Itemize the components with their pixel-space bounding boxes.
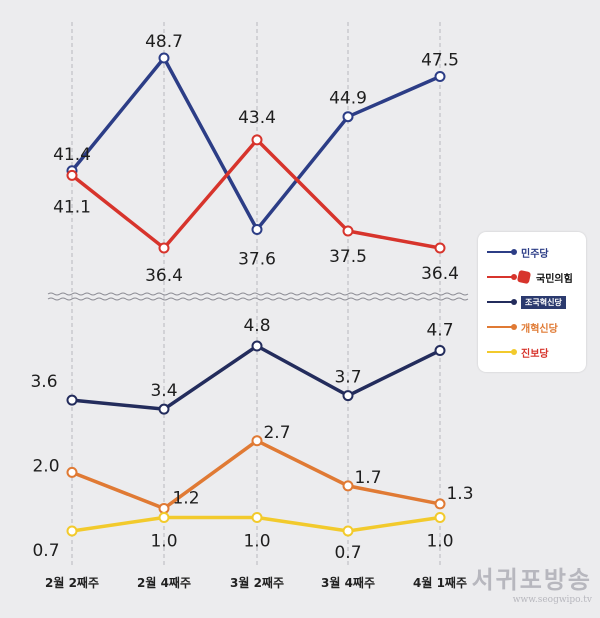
data-label-조국혁신당-0: 3.6 [30,372,57,392]
data-label-국민의힘-2: 43.4 [238,108,276,128]
legend: 민주당 국민의힘 조국혁신당 개혁신당 [478,232,586,372]
series-line-개혁신당 [71,439,441,511]
legend-marker-rebuilding [487,299,517,305]
x-tick-label-2: 3월 2째주 [230,575,284,590]
data-label-국민의힘-1: 36.4 [145,266,183,286]
data-point-국민의힘-4 [434,242,446,254]
x-tick-label-3: 3월 4째주 [321,575,375,590]
legend-label-ppp: 국민의힘 [536,273,573,285]
data-label-개혁신당-1: 1.2 [172,488,199,508]
legend-label-rebuilding: 조국혁신당 [521,295,566,309]
data-point-국민의힘-2 [251,134,263,146]
data-point-국민의힘-0 [66,169,78,181]
data-point-개혁신당-4 [434,498,446,510]
data-label-개혁신당-0: 2.0 [32,456,59,476]
legend-item-reform: 개혁신당 [486,317,558,337]
data-point-조국혁신당-4 [434,345,446,357]
data-point-개혁신당-0 [66,466,78,478]
data-point-개혁신당-1 [158,502,170,514]
data-label-민주당-0: 41.4 [53,145,91,165]
x-tick-label-4: 4월 1째주 [413,575,467,590]
legend-marker-ppp [487,274,517,280]
data-point-조국혁신당-2 [251,340,263,352]
axis-break-line-0 [47,292,469,296]
data-point-진보당-4 [434,511,446,523]
data-point-조국혁신당-3 [342,390,354,402]
legend-item-rebuilding: 조국혁신당 [486,292,566,312]
x-tick-label-1: 2월 4째주 [137,575,191,590]
data-point-민주당-1 [158,52,170,64]
data-point-진보당-0 [66,525,78,537]
legend-marker-progressive [487,349,517,355]
data-label-진보당-4: 1.0 [426,531,453,551]
watermark: 서귀포방송 www.seogwipo.tv [472,560,592,605]
data-point-진보당-2 [251,511,263,523]
data-label-민주당-1: 48.7 [145,32,183,52]
legend-item-progressive: 진보당 [486,342,549,362]
ppp-logo-icon [516,269,532,285]
data-point-조국혁신당-0 [66,394,78,406]
data-label-조국혁신당-2: 4.8 [243,316,270,336]
legend-marker-reform [487,324,517,330]
data-label-개혁신당-2: 2.7 [263,423,290,443]
data-label-진보당-1: 1.0 [150,531,177,551]
data-point-진보당-3 [342,525,354,537]
data-label-진보당-0: 0.7 [32,541,59,561]
legend-marker-democratic [487,249,517,255]
legend-label-reform: 개혁신당 [521,323,558,335]
data-label-조국혁신당-1: 3.4 [150,381,177,401]
legend-label-progressive: 진보당 [521,348,549,360]
data-label-진보당-3: 0.7 [334,543,361,563]
legend-item-ppp: 국민의힘 [486,267,573,287]
data-point-민주당-3 [342,111,354,123]
data-label-개혁신당-3: 1.7 [354,468,381,488]
data-label-국민의힘-0: 41.1 [53,197,91,217]
data-point-민주당-2 [251,223,263,235]
x-tick-label-0: 2월 2째주 [45,575,99,590]
data-point-민주당-4 [434,71,446,83]
data-point-진보당-1 [158,511,170,523]
legend-label-democratic: 민주당 [521,248,549,260]
data-point-개혁신당-2 [251,435,263,447]
data-label-조국혁신당-3: 3.7 [334,368,361,388]
legend-item-democratic: 민주당 [486,242,549,262]
data-label-민주당-4: 47.5 [421,51,459,71]
data-label-국민의힘-4: 36.4 [421,264,459,284]
data-point-조국혁신당-1 [158,403,170,415]
watermark-name: 서귀포방송 [471,565,592,594]
data-label-개혁신당-4: 1.3 [446,484,473,504]
data-label-민주당-3: 44.9 [329,89,367,109]
axis-break-line-1 [47,297,469,301]
data-label-국민의힘-3: 37.5 [329,247,367,267]
data-point-국민의힘-3 [342,225,354,237]
data-label-민주당-2: 37.6 [238,249,276,269]
watermark-url: www.seogwipo.tv [512,595,592,605]
data-label-조국혁신당-4: 4.7 [426,321,453,341]
series-line-조국혁신당 [71,344,441,411]
data-point-국민의힘-1 [158,242,170,254]
data-label-진보당-2: 1.0 [243,531,270,551]
data-point-개혁신당-3 [342,480,354,492]
